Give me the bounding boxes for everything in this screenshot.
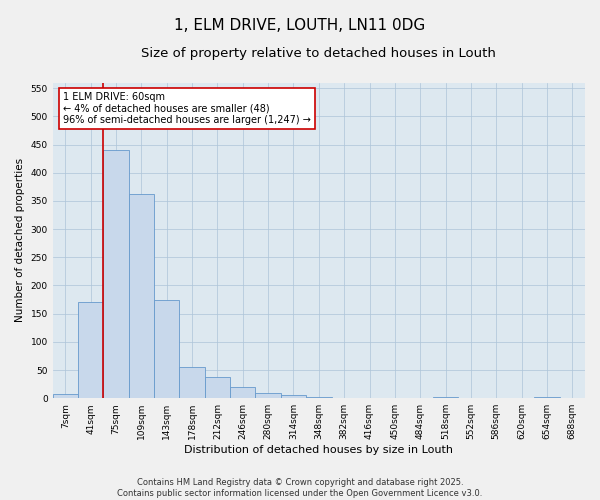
Bar (154, 300, 179, 398)
X-axis label: Distribution of detached houses by size in Louth: Distribution of detached houses by size … (184, 445, 454, 455)
Title: Size of property relative to detached houses in Louth: Size of property relative to detached ho… (142, 48, 496, 60)
Bar (53, 394, 78, 398)
Bar (256, 392, 281, 398)
Text: 1, ELM DRIVE, LOUTH, LN11 0DG: 1, ELM DRIVE, LOUTH, LN11 0DG (175, 18, 425, 32)
Bar (103, 150, 129, 398)
Bar (78, 302, 103, 398)
Bar (129, 194, 154, 398)
Y-axis label: Number of detached properties: Number of detached properties (15, 158, 25, 322)
Bar (230, 387, 256, 398)
Bar (205, 377, 230, 398)
Bar (179, 367, 205, 398)
Bar (281, 396, 306, 398)
Text: 1 ELM DRIVE: 60sqm
← 4% of detached houses are smaller (48)
96% of semi-detached: 1 ELM DRIVE: 60sqm ← 4% of detached hous… (64, 92, 311, 125)
Text: Contains HM Land Registry data © Crown copyright and database right 2025.
Contai: Contains HM Land Registry data © Crown c… (118, 478, 482, 498)
Bar (535, 397, 560, 398)
Bar (306, 397, 332, 398)
Bar (433, 397, 458, 398)
